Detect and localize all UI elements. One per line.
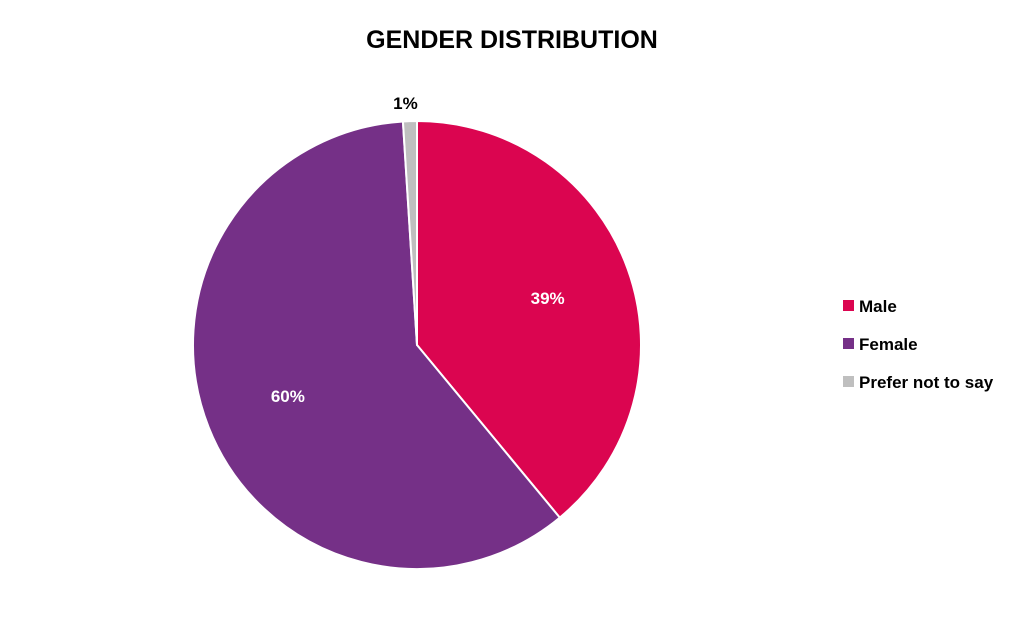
data-label-male: 39%: [531, 289, 565, 308]
legend-swatch-female: [843, 338, 854, 349]
legend-swatch-male: [843, 300, 854, 311]
data-label-female: 60%: [271, 387, 305, 406]
pie-slices: [192, 120, 642, 570]
legend-label-male: Male: [859, 297, 897, 316]
pie-slice-male: [416, 120, 642, 519]
legend-label-female: Female: [859, 335, 918, 354]
legend: Male Female Prefer not to say: [843, 297, 994, 392]
pie-slice-prefer-not-to-say: [401, 120, 418, 346]
chart-title: GENDER DISTRIBUTION: [366, 26, 658, 54]
legend-label-prefer-not-to-say: Prefer not to say: [859, 373, 994, 392]
legend-swatch-prefer-not-to-say: [843, 376, 854, 387]
data-labels: 39% 60% 1%: [271, 94, 565, 406]
data-label-prefer-not-to-say: 1%: [393, 94, 418, 113]
pie-slice-female: [192, 120, 561, 570]
